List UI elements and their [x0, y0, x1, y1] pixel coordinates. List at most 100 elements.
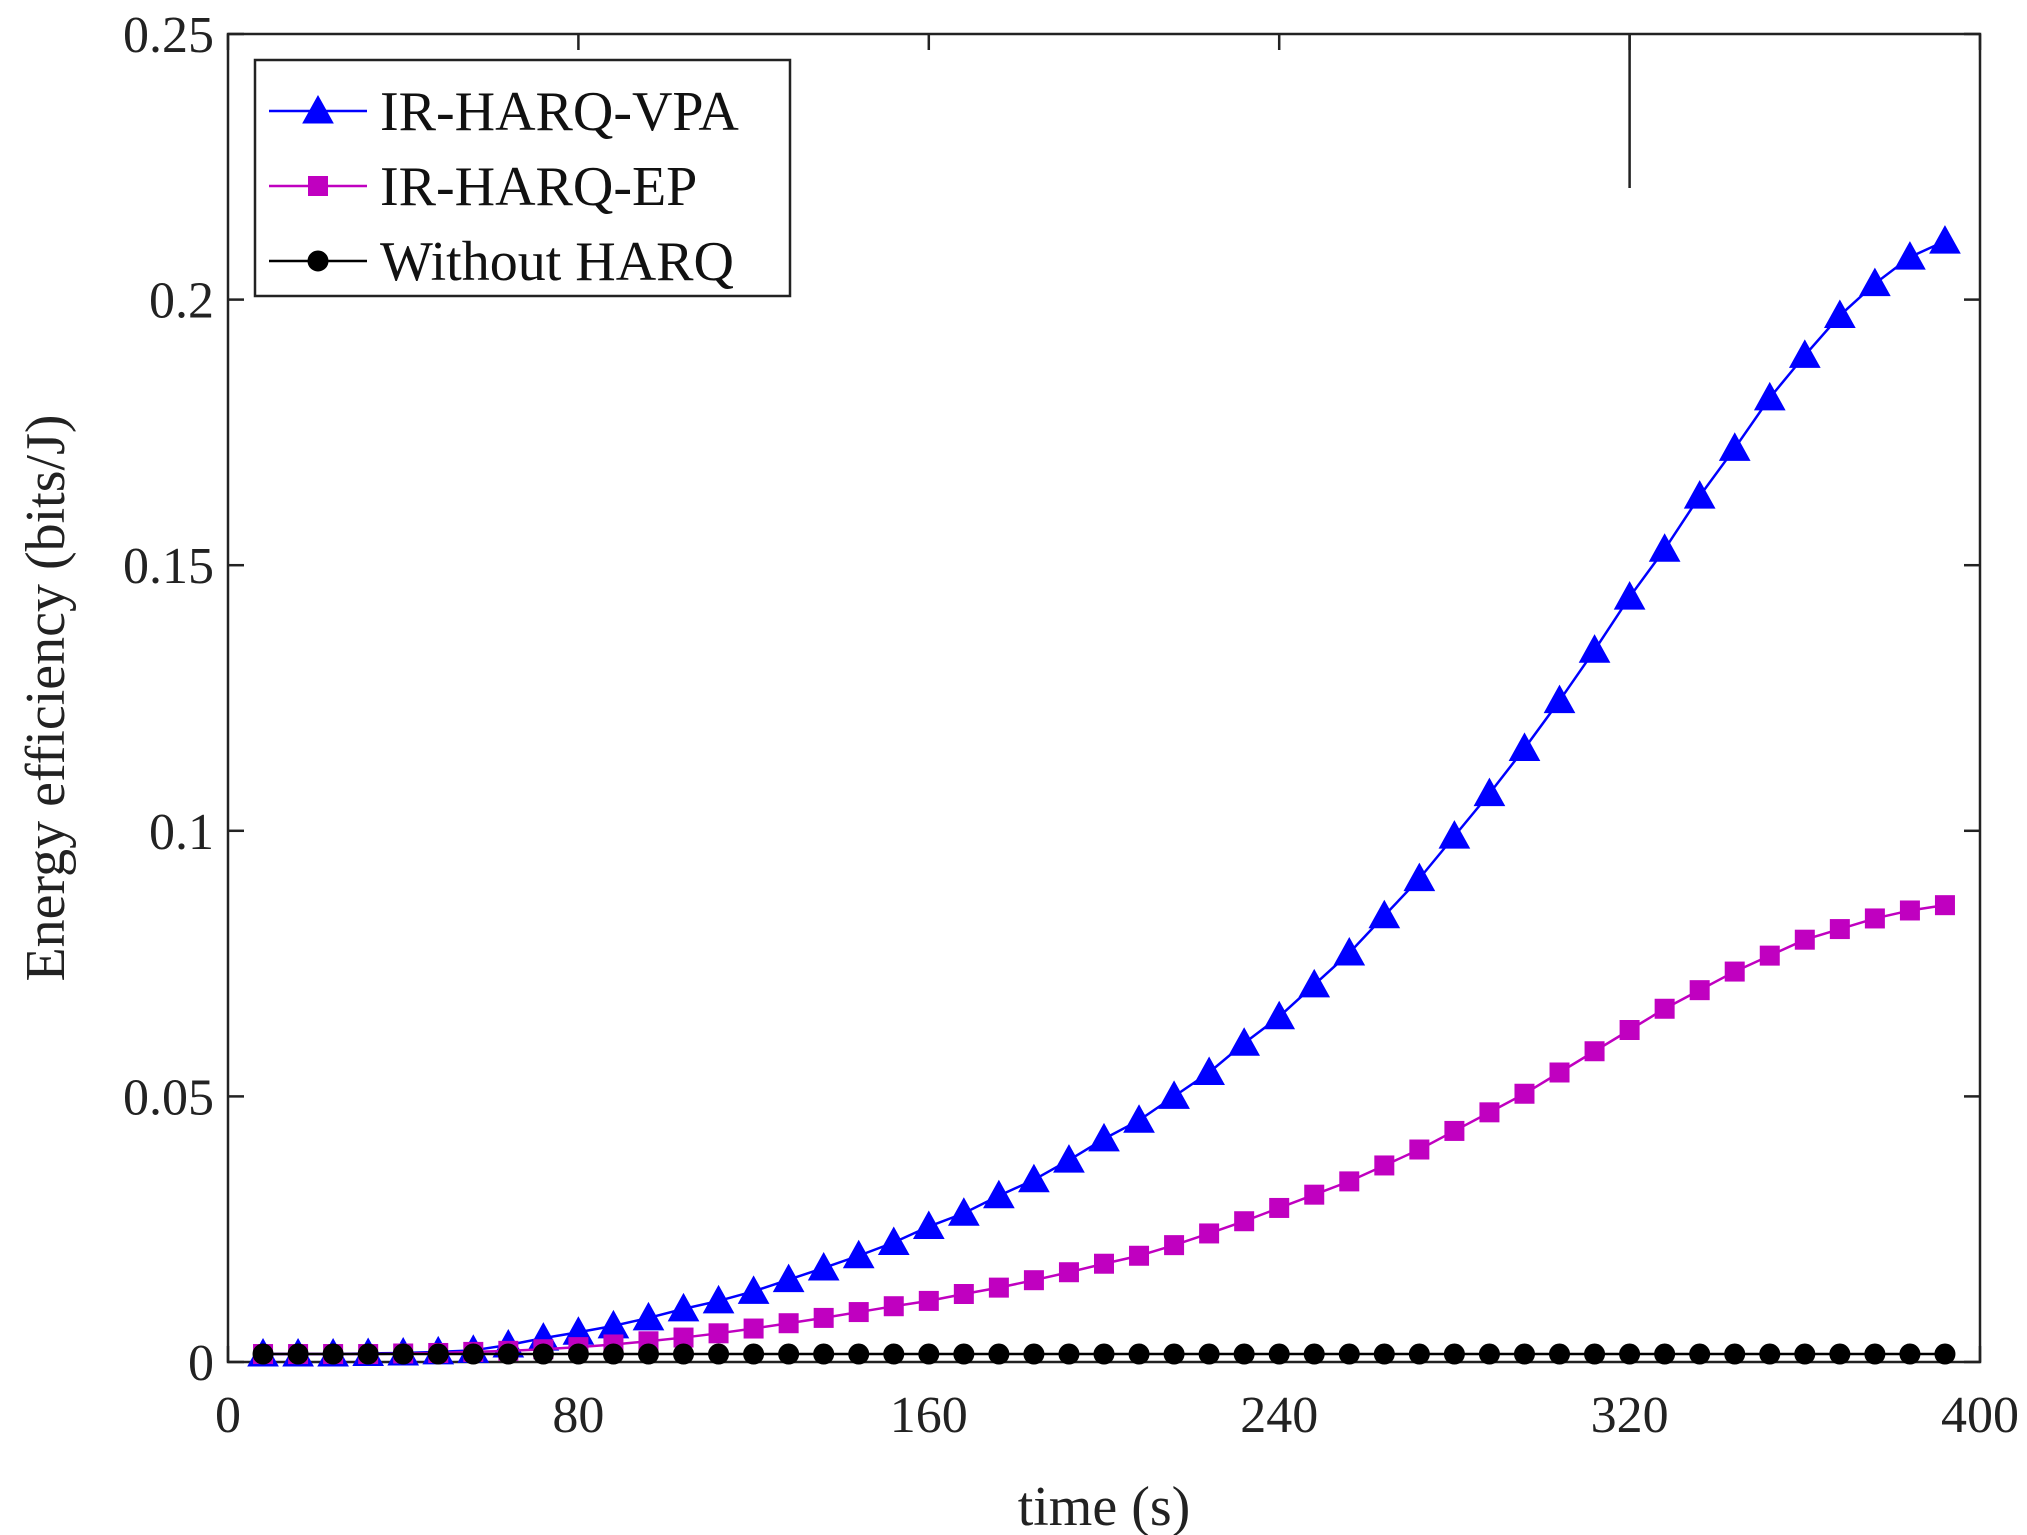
- data-point-2-43: [1759, 1343, 1781, 1365]
- data-point-2-4: [392, 1343, 414, 1365]
- data-point-1-37: [1549, 1062, 1570, 1083]
- data-point-0-37: [1543, 684, 1576, 714]
- data-point-0-15: [772, 1263, 805, 1293]
- data-point-2-0: [252, 1343, 274, 1365]
- data-point-2-5: [427, 1343, 449, 1365]
- data-point-2-42: [1724, 1343, 1746, 1365]
- data-point-2-33: [1408, 1343, 1430, 1365]
- x-tick-label-1: 80: [552, 1387, 604, 1444]
- data-point-2-24: [1093, 1343, 1115, 1365]
- data-point-1-33: [1409, 1139, 1430, 1160]
- data-point-1-41: [1689, 980, 1710, 1001]
- data-point-2-36: [1513, 1343, 1535, 1365]
- data-point-0-40: [1648, 533, 1681, 562]
- data-point-1-16: [813, 1307, 834, 1328]
- data-point-2-8: [532, 1343, 554, 1365]
- data-point-1-30: [1304, 1184, 1325, 1205]
- data-point-0-39: [1613, 581, 1646, 610]
- legend-label-2: Without HARQ: [380, 231, 734, 293]
- data-point-0-33: [1403, 862, 1436, 892]
- data-point-0-23: [1053, 1144, 1085, 1173]
- data-point-0-47: [1894, 241, 1926, 270]
- x-tick-label-4: 320: [1591, 1387, 1669, 1444]
- x-tick-labels: 0 80 160 240 320 400: [215, 1387, 2019, 1444]
- data-point-2-23: [1058, 1343, 1080, 1365]
- data-point-0-26: [1158, 1080, 1190, 1109]
- data-point-1-46: [1864, 908, 1885, 929]
- data-point-0-31: [1333, 936, 1366, 966]
- data-point-2-41: [1689, 1343, 1711, 1365]
- data-point-0-18: [877, 1226, 910, 1255]
- data-point-2-37: [1549, 1343, 1571, 1365]
- data-point-0-34: [1438, 820, 1471, 849]
- data-point-2-17: [848, 1343, 870, 1365]
- data-point-1-36: [1514, 1083, 1535, 1104]
- data-point-1-34: [1444, 1120, 1465, 1141]
- data-point-1-24: [1094, 1253, 1114, 1274]
- data-point-1-48: [1934, 895, 1955, 916]
- data-point-0-46: [1859, 267, 1891, 297]
- data-point-0-24: [1088, 1122, 1120, 1152]
- data-point-2-3: [357, 1343, 379, 1365]
- data-point-0-20: [947, 1197, 980, 1226]
- data-point-0-11: [632, 1301, 665, 1331]
- y-tick-label-5: 0.25: [123, 7, 214, 64]
- data-point-1-26: [1164, 1235, 1185, 1256]
- data-point-2-11: [637, 1343, 659, 1365]
- data-point-1-38: [1584, 1041, 1605, 1062]
- data-point-2-25: [1128, 1343, 1150, 1365]
- data-point-1-25: [1129, 1245, 1150, 1266]
- data-point-1-19: [918, 1290, 939, 1311]
- y-tick-label-2: 0.1: [149, 804, 214, 861]
- data-point-0-42: [1718, 432, 1751, 461]
- data-point-2-18: [883, 1343, 905, 1365]
- y-tick-label-0: 0: [188, 1335, 214, 1392]
- data-point-2-38: [1584, 1343, 1606, 1365]
- data-point-0-30: [1298, 968, 1331, 998]
- data-point-1-17: [848, 1302, 869, 1323]
- legend: IR-HARQ-VPA IR-HARQ-EP Without HARQ: [253, 58, 792, 298]
- data-point-0-27: [1193, 1056, 1225, 1085]
- data-point-0-36: [1508, 732, 1541, 761]
- data-point-2-46: [1864, 1343, 1886, 1365]
- data-point-2-1: [287, 1343, 309, 1365]
- data-point-1-31: [1339, 1171, 1360, 1192]
- data-point-2-2: [322, 1343, 344, 1365]
- data-point-0-28: [1228, 1027, 1261, 1056]
- y-tick-labels: 0 0.05 0.1 0.15 0.2 0.25: [123, 7, 214, 1392]
- data-point-0-32: [1368, 899, 1401, 929]
- data-point-1-22: [1023, 1270, 1044, 1291]
- data-point-0-21: [983, 1179, 1015, 1209]
- y-tick-label-3: 0.15: [123, 538, 214, 595]
- x-axis-label: time (s): [1018, 1476, 1191, 1535]
- data-point-2-20: [953, 1343, 975, 1365]
- data-point-1-27: [1199, 1223, 1220, 1244]
- y-tick-label-1: 0.05: [123, 1069, 214, 1126]
- data-point-2-12: [673, 1343, 695, 1365]
- data-point-2-34: [1443, 1343, 1465, 1365]
- data-point-0-38: [1578, 634, 1611, 663]
- y-axis-label: Energy efficiency (bits/J): [15, 414, 77, 981]
- x-tick-label-0: 0: [215, 1387, 241, 1444]
- data-point-1-39: [1619, 1020, 1640, 1040]
- data-point-0-25: [1123, 1104, 1155, 1133]
- data-point-1-43: [1759, 945, 1780, 966]
- data-point-2-14: [743, 1343, 765, 1365]
- data-point-1-13: [708, 1323, 729, 1344]
- legend-marker-2: [307, 250, 329, 272]
- data-point-2-47: [1899, 1343, 1921, 1365]
- data-point-2-44: [1794, 1343, 1816, 1365]
- data-point-1-47: [1899, 900, 1920, 921]
- legend-box: [253, 58, 792, 298]
- data-point-2-15: [778, 1343, 800, 1365]
- data-point-2-9: [567, 1343, 589, 1365]
- x-tick-label-2: 160: [890, 1387, 968, 1444]
- data-point-1-14: [743, 1318, 764, 1339]
- data-point-1-21: [988, 1277, 1009, 1298]
- data-point-0-29: [1263, 1000, 1296, 1030]
- data-point-2-39: [1619, 1343, 1641, 1365]
- data-point-1-45: [1829, 919, 1850, 940]
- data-series: [247, 225, 1961, 1367]
- data-point-0-41: [1683, 480, 1716, 509]
